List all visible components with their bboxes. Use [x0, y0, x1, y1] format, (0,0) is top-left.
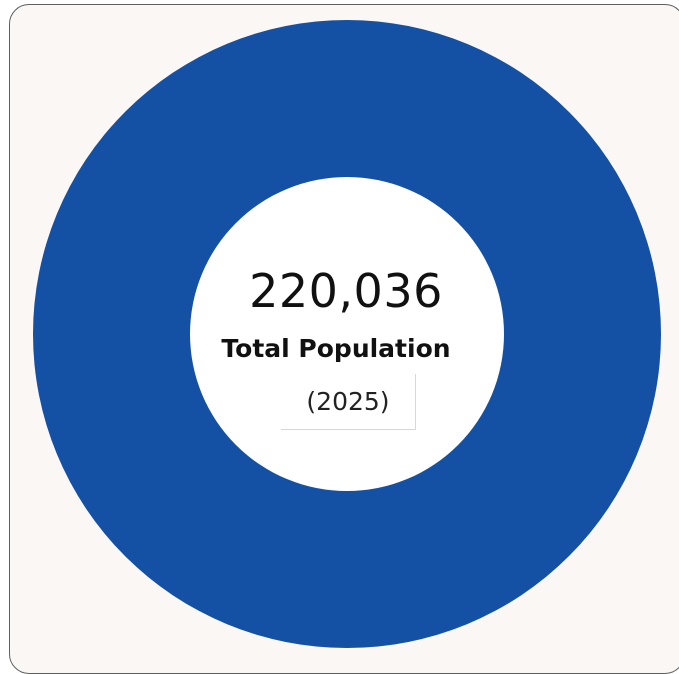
- population-year-label: (2025): [281, 374, 416, 430]
- total-population-value: 220,036: [232, 252, 460, 330]
- total-population-label: Total Population: [221, 334, 451, 363]
